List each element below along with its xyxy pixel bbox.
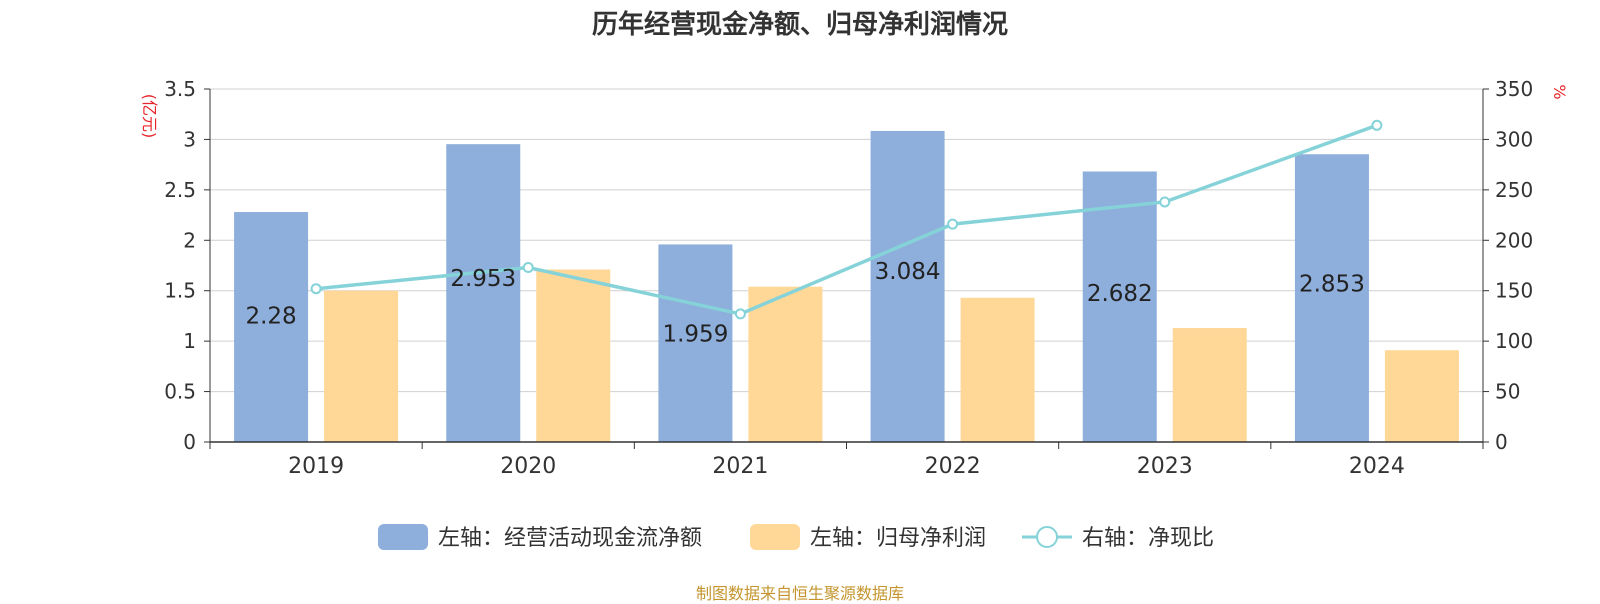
- ratio-point: [310, 283, 322, 295]
- legend-marker: [1036, 526, 1058, 548]
- y-left-tick-label: 1.5: [164, 279, 196, 303]
- line-layer: [310, 119, 1383, 320]
- chart-title: 历年经营现金净额、归母净利润情况: [591, 10, 1008, 40]
- bar-net-profit: [1172, 328, 1247, 442]
- ratio-point: [734, 308, 746, 320]
- y-left-tick-label: 2: [183, 228, 196, 252]
- y-right-tick-label: 100: [1495, 329, 1533, 353]
- data-label: 1.959: [662, 321, 728, 347]
- legend-swatch: [378, 524, 428, 550]
- data-label: 2.853: [1299, 272, 1365, 298]
- axes-layer: 0 0.5 1 1.5 2 2.5 3 3.5 0 50 100 150 200 250 300 350 (亿元…: [140, 77, 1569, 479]
- x-tick-label: 2019: [288, 454, 344, 479]
- ratio-point: [947, 218, 959, 230]
- bar-net-profit: [748, 286, 823, 442]
- bar-net-profit: [1384, 350, 1459, 442]
- bars-layer: [234, 130, 1459, 442]
- x-tick-label: 2020: [500, 454, 556, 479]
- y-left-tick-label: 0.5: [164, 380, 196, 404]
- y-right-tick-label: 200: [1495, 228, 1533, 252]
- legend-label: 左轴：归母净利润: [810, 526, 986, 551]
- ratio-line: [315, 123, 1378, 316]
- x-tick-label: 2022: [925, 454, 981, 479]
- bar-net-profit: [960, 297, 1035, 442]
- y-right-tick-label: 250: [1495, 178, 1533, 202]
- legend-label: 右轴：净现比: [1082, 526, 1214, 551]
- ratio-point: [522, 262, 534, 274]
- y-right-axis-label: %: [1550, 84, 1569, 99]
- ratio-point: [1159, 196, 1171, 208]
- bar-cash-flow: [1082, 171, 1157, 442]
- data-labels-layer: 2.28 2.953 1.959 3.084 2.682 2.853: [245, 259, 1364, 347]
- data-label: 2.953: [450, 266, 516, 292]
- bar-cash-flow: [1294, 154, 1369, 442]
- source-note: 制图数据来自恒生聚源数据库: [695, 584, 904, 603]
- legend-swatch: [750, 524, 800, 550]
- grid-lines: [210, 88, 1483, 393]
- y-right-tick-label: 300: [1495, 127, 1533, 151]
- x-tick-label: 2021: [712, 454, 768, 479]
- x-tick-label: 2024: [1349, 454, 1405, 479]
- ratio-point: [1371, 119, 1383, 131]
- y-left-axis-label: (亿元): [140, 94, 159, 139]
- x-tick-label: 2023: [1137, 454, 1193, 479]
- y-left-tick-label: 3.5: [164, 77, 196, 101]
- legend[interactable]: 左轴：经营活动现金流净额 左轴：归母净利润 右轴：净现比: [378, 524, 1214, 551]
- y-right-tick-label: 0: [1495, 430, 1508, 454]
- bar-net-profit: [536, 269, 611, 442]
- bar-cash-flow: [658, 244, 733, 442]
- data-label: 2.28: [245, 304, 296, 330]
- y-left-tick-label: 0: [183, 430, 196, 454]
- y-right-tick-label: 350: [1495, 77, 1533, 101]
- data-label: 3.084: [875, 259, 941, 285]
- data-label: 2.682: [1087, 281, 1153, 307]
- y-left-tick-label: 1: [183, 329, 196, 353]
- legend-item-cash-flow[interactable]: 左轴：经营活动现金流净额: [378, 524, 702, 551]
- legend-label: 左轴：经营活动现金流净额: [438, 526, 702, 551]
- bar-cash-flow: [234, 212, 309, 442]
- bar-cash-flow: [446, 144, 521, 442]
- y-right-tick-label: 150: [1495, 279, 1533, 303]
- bar-cash-flow: [870, 130, 945, 442]
- bar-net-profit: [324, 290, 399, 442]
- legend-item-ratio[interactable]: 右轴：净现比: [1022, 526, 1214, 551]
- legend-item-net-profit[interactable]: 左轴：归母净利润: [750, 524, 986, 551]
- y-right-tick-label: 50: [1495, 380, 1520, 404]
- y-left-tick-label: 3: [183, 127, 196, 151]
- y-left-tick-label: 2.5: [164, 178, 196, 202]
